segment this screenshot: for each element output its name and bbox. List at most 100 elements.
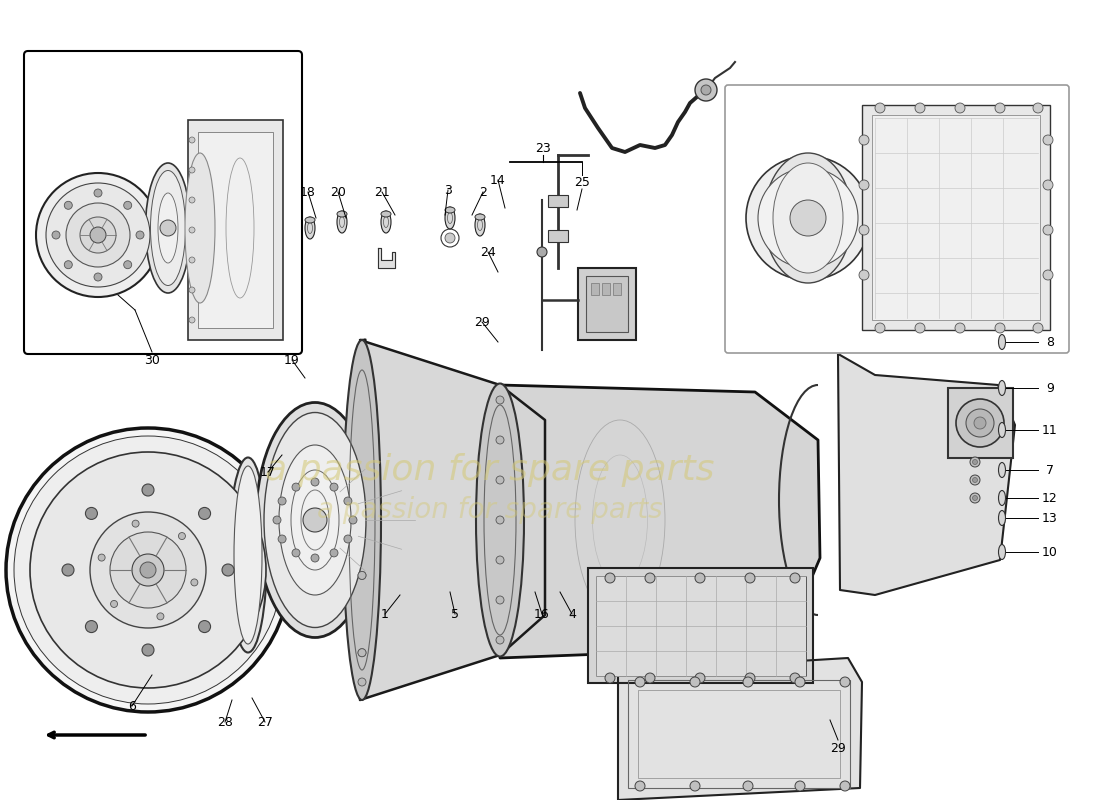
Circle shape <box>123 261 132 269</box>
Circle shape <box>189 197 195 203</box>
Text: 8: 8 <box>1046 335 1054 349</box>
Text: 14: 14 <box>491 174 506 186</box>
Circle shape <box>859 225 869 235</box>
Circle shape <box>695 79 717 101</box>
Circle shape <box>742 781 754 791</box>
Text: 30: 30 <box>144 354 159 366</box>
Circle shape <box>970 457 980 467</box>
Circle shape <box>199 621 210 633</box>
Ellipse shape <box>475 214 485 220</box>
FancyBboxPatch shape <box>725 85 1069 353</box>
Circle shape <box>30 452 266 688</box>
Circle shape <box>635 781 645 791</box>
Circle shape <box>446 233 455 243</box>
Ellipse shape <box>764 153 853 283</box>
Text: 21: 21 <box>374 186 389 198</box>
Ellipse shape <box>145 163 190 293</box>
Circle shape <box>123 202 132 210</box>
Circle shape <box>86 621 98 633</box>
Circle shape <box>840 781 850 791</box>
Circle shape <box>80 217 116 253</box>
Circle shape <box>90 227 106 243</box>
Circle shape <box>111 601 118 607</box>
Circle shape <box>537 247 547 257</box>
Circle shape <box>311 478 319 486</box>
Circle shape <box>278 535 286 543</box>
Circle shape <box>840 677 850 687</box>
Text: 24: 24 <box>480 246 496 258</box>
Circle shape <box>645 573 654 583</box>
Circle shape <box>970 493 980 503</box>
Circle shape <box>970 475 980 485</box>
Circle shape <box>90 512 206 628</box>
Circle shape <box>64 261 73 269</box>
Circle shape <box>157 613 164 620</box>
Circle shape <box>98 554 106 561</box>
Circle shape <box>874 323 886 333</box>
Text: 29: 29 <box>830 742 846 754</box>
Text: 19: 19 <box>284 354 300 366</box>
Circle shape <box>344 535 352 543</box>
Circle shape <box>701 85 711 95</box>
Circle shape <box>189 137 195 143</box>
Ellipse shape <box>264 413 366 627</box>
Circle shape <box>292 549 300 557</box>
Ellipse shape <box>999 545 1005 559</box>
Circle shape <box>94 189 102 197</box>
Circle shape <box>496 556 504 564</box>
Circle shape <box>52 231 60 239</box>
Circle shape <box>695 673 705 683</box>
Circle shape <box>189 227 195 233</box>
Circle shape <box>142 484 154 496</box>
Circle shape <box>745 673 755 683</box>
Ellipse shape <box>773 163 843 273</box>
Circle shape <box>189 287 195 293</box>
Text: 6: 6 <box>128 699 136 713</box>
Ellipse shape <box>475 214 485 236</box>
Ellipse shape <box>229 458 267 653</box>
Ellipse shape <box>158 193 178 263</box>
Text: 12: 12 <box>1042 491 1058 505</box>
Ellipse shape <box>151 170 186 286</box>
Circle shape <box>330 549 338 557</box>
Circle shape <box>645 673 654 683</box>
Circle shape <box>955 103 965 113</box>
Circle shape <box>915 323 925 333</box>
Circle shape <box>496 396 504 404</box>
Polygon shape <box>618 658 862 800</box>
Circle shape <box>690 677 700 687</box>
Circle shape <box>358 649 366 657</box>
Bar <box>578 268 636 340</box>
Text: a passion for spare parts: a passion for spare parts <box>317 496 663 524</box>
Circle shape <box>496 596 504 604</box>
Circle shape <box>742 677 754 687</box>
Polygon shape <box>838 355 1015 595</box>
Ellipse shape <box>999 510 1005 526</box>
Ellipse shape <box>999 490 1005 506</box>
Circle shape <box>136 231 144 239</box>
Circle shape <box>349 516 358 524</box>
Bar <box>548 195 568 207</box>
Circle shape <box>36 173 160 297</box>
Circle shape <box>496 516 504 524</box>
Circle shape <box>915 103 925 113</box>
Ellipse shape <box>256 402 374 638</box>
Text: 9: 9 <box>1046 382 1054 394</box>
FancyBboxPatch shape <box>24 51 302 354</box>
Circle shape <box>746 156 870 280</box>
Circle shape <box>966 409 994 437</box>
Circle shape <box>1043 135 1053 145</box>
Circle shape <box>6 428 290 712</box>
Circle shape <box>996 103 1005 113</box>
Circle shape <box>292 483 300 491</box>
Ellipse shape <box>999 422 1005 438</box>
Ellipse shape <box>337 211 346 217</box>
Circle shape <box>605 673 615 683</box>
Circle shape <box>790 200 826 236</box>
Text: 7: 7 <box>1046 463 1054 477</box>
Circle shape <box>132 520 139 527</box>
Circle shape <box>745 573 755 583</box>
Ellipse shape <box>999 334 1005 350</box>
Circle shape <box>790 673 800 683</box>
Bar <box>628 680 850 788</box>
